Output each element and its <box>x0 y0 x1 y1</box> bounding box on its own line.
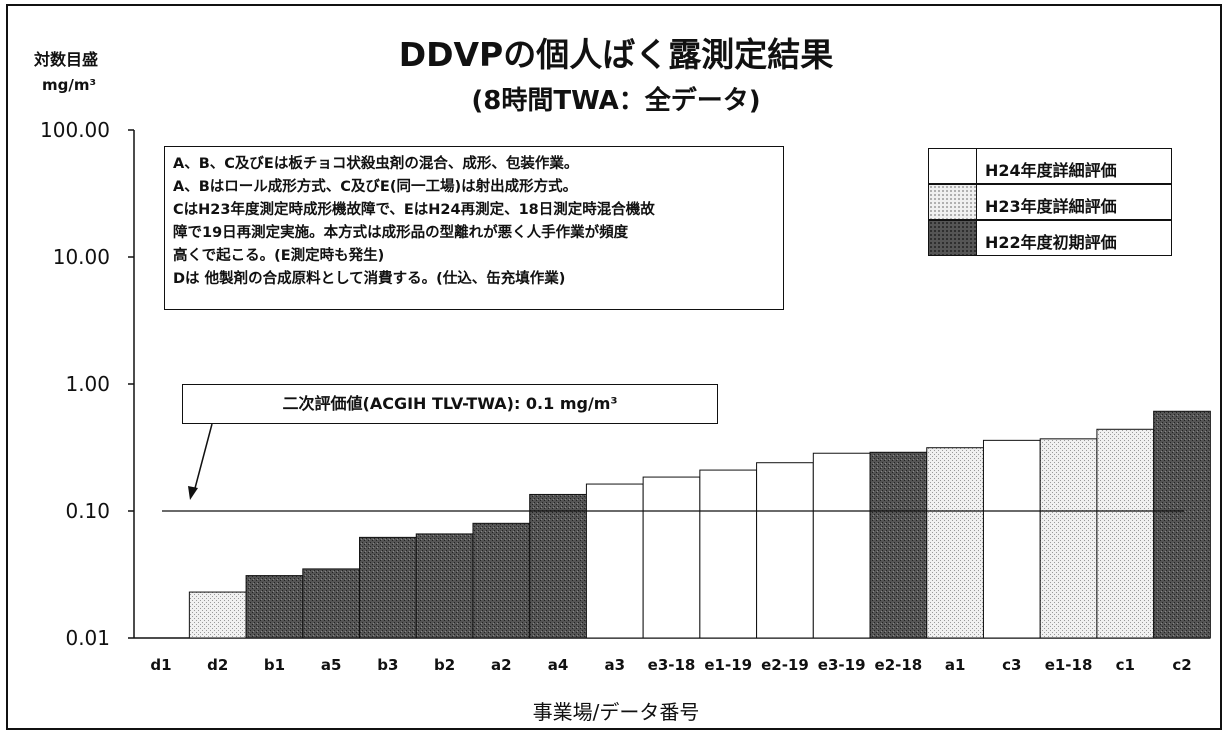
bar <box>245 575 304 639</box>
x-tick-label: d1 <box>150 656 171 674</box>
note-line: 高くで起こる。(E測定時も発生) <box>173 248 385 264</box>
bar <box>188 591 247 639</box>
x-tick-label: e2-18 <box>875 656 923 674</box>
legend-label-h23: H23年度詳細評価 <box>985 197 1117 216</box>
bar <box>302 568 361 639</box>
bar <box>415 533 474 639</box>
legend-label-h22: H22年度初期評価 <box>985 233 1117 252</box>
y-tick-label: 0.10 <box>65 499 110 523</box>
note-box: A、B、C及びEは板チョコ状殺虫剤の混合、成形、包装作業。 A、Bはロール成形方… <box>164 146 784 310</box>
x-tick-label: c1 <box>1116 656 1135 674</box>
y-axis-label-unit: mg/m³ <box>42 76 97 94</box>
chart-subtitle: (8時間TWA：全データ) <box>471 86 761 116</box>
x-tick-label: a1 <box>945 656 966 674</box>
bar <box>359 536 417 639</box>
y-tick-label: 10.00 <box>53 245 110 269</box>
x-tick-label: e3-19 <box>818 656 866 674</box>
y-tick-label: 100.00 <box>40 118 110 142</box>
x-tick-label: e1-19 <box>704 656 752 674</box>
bar <box>472 522 531 639</box>
note-line: Dは 他製剤の合成原料として消費する。(仕込、缶充填作業) <box>173 271 566 287</box>
bar <box>1039 438 1098 639</box>
note-line: A、B、C及びEは板チョコ状殺虫剤の混合、成形、包装作業。 <box>173 156 579 172</box>
x-axis-label: 事業場/データ番号 <box>532 700 700 724</box>
chart-title: DDVPの個人ばく露測定結果 <box>398 35 834 74</box>
note-line: 障で19日再測定実施。本方式は成形品の型離れが悪く人手作業が頻度 <box>173 225 629 241</box>
reference-arrow <box>193 423 213 493</box>
x-tick-label: e1-18 <box>1045 656 1093 674</box>
bar <box>756 462 814 639</box>
y-tick-label: 1.00 <box>65 372 110 396</box>
bar <box>642 476 701 639</box>
x-tick-label: a4 <box>548 656 569 674</box>
bar <box>926 447 984 639</box>
y-axis-label-scale: 対数目盛 <box>34 50 99 69</box>
reference-label: 二次評価値(ACGIH TLV-TWA): 0.1 mg/m³ <box>182 384 718 424</box>
bar <box>699 469 758 639</box>
legend-item-h22: H22年度初期評価 <box>928 220 1172 256</box>
bar <box>869 451 928 639</box>
legend-label-h24: H24年度詳細評価 <box>985 161 1117 180</box>
note-line: CはH23年度測定時成形機故障で、EはH24再測定、18日測定時混合機故 <box>173 202 655 218</box>
legend-swatch-h22 <box>929 221 977 255</box>
bar <box>982 439 1041 639</box>
x-tick-label: e3-18 <box>648 656 696 674</box>
x-tick-label: c3 <box>1002 656 1021 674</box>
bar <box>585 483 644 639</box>
legend-item-h23: H23年度詳細評価 <box>928 184 1172 220</box>
x-tick-label: a5 <box>321 656 342 674</box>
legend: H24年度詳細評価 H23年度詳細評価 H22年度初期評価 <box>928 148 1172 256</box>
x-tick-label: b1 <box>264 656 285 674</box>
reference-arrow-head <box>188 486 198 500</box>
bar <box>1096 428 1155 639</box>
x-tick-label: e2-19 <box>761 656 809 674</box>
x-tick-label: a2 <box>491 656 512 674</box>
x-tick-label: d2 <box>207 656 228 674</box>
x-tick-label: c2 <box>1172 656 1191 674</box>
note-line: A、Bはロール成形方式、C及びE(同一工場)は射出成形方式。 <box>173 179 578 195</box>
bar <box>1153 410 1211 639</box>
y-tick-label: 0.01 <box>65 626 110 650</box>
bar <box>529 493 587 639</box>
legend-swatch-h24 <box>929 149 977 183</box>
bar <box>812 452 871 639</box>
legend-swatch-h23 <box>929 185 977 219</box>
x-tick-label: b3 <box>377 656 398 674</box>
x-tick-label: b2 <box>434 656 455 674</box>
legend-item-h24: H24年度詳細評価 <box>928 148 1172 184</box>
x-tick-label: a3 <box>604 656 625 674</box>
